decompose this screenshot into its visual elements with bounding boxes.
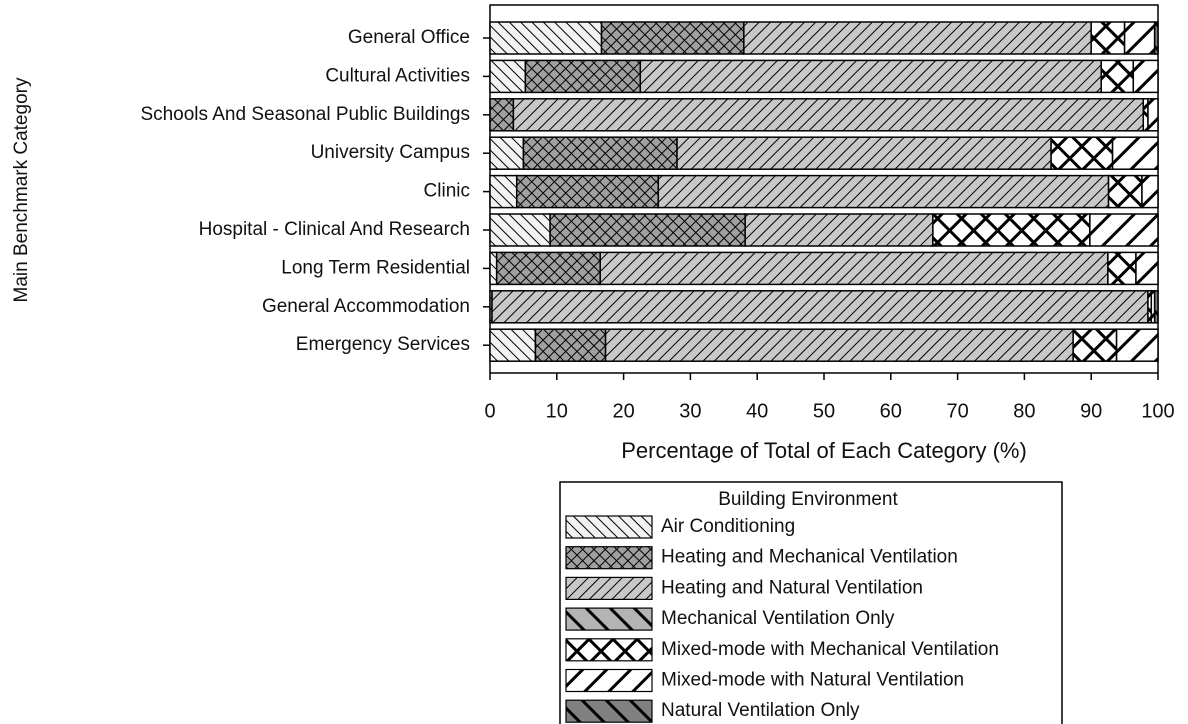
bar-segment <box>1111 136 1159 170</box>
legend-label: Heating and Natural Ventilation <box>661 577 923 598</box>
bar-segment <box>522 136 678 170</box>
legend-title: Building Environment <box>718 489 898 510</box>
bar-segment <box>1115 328 1159 362</box>
y-tick-label: Schools And Seasonal Public Buildings <box>140 104 470 125</box>
x-tick-label: 10 <box>546 400 568 422</box>
legend-swatch <box>565 515 653 539</box>
bar-segment <box>676 136 1052 170</box>
bar-segment <box>657 174 1110 209</box>
bar-segment <box>1100 59 1135 94</box>
y-tick-label: General Office <box>348 27 470 48</box>
bar-segment <box>1132 59 1159 94</box>
x-tick-label: 100 <box>1141 400 1174 422</box>
bar-segment <box>744 213 934 247</box>
x-tick-label: 30 <box>679 400 701 422</box>
legend-swatch <box>565 576 653 601</box>
legend-label: Natural Ventilation Only <box>661 700 860 721</box>
bar-segment <box>1089 213 1159 247</box>
bar-segment <box>489 98 515 132</box>
bar-segment <box>491 290 1149 324</box>
bar-segment <box>489 59 527 94</box>
y-tick-label: Emergency Services <box>296 334 470 355</box>
bar-segment <box>489 21 603 55</box>
bar-segment <box>495 251 601 286</box>
bar-segment <box>489 251 498 286</box>
legend-label: Air Conditioning <box>661 516 795 537</box>
bar-segment <box>512 98 1145 132</box>
bar-segment <box>489 328 537 362</box>
x-tick-label: 40 <box>746 400 768 422</box>
legend-label: Mixed-mode with Natural Ventilation <box>661 670 964 691</box>
x-tick-label: 70 <box>946 400 968 422</box>
y-tick-label: Clinic <box>424 181 470 202</box>
x-tick-label: 0 <box>484 400 495 422</box>
legend-swatch <box>565 699 653 723</box>
y-tick-label: Long Term Residential <box>281 257 470 278</box>
x-axis-label: Percentage of Total of Each Category (%) <box>621 438 1027 463</box>
bar-segment <box>1153 290 1159 324</box>
x-tick-label: 90 <box>1080 400 1102 422</box>
bar-segment <box>489 174 518 209</box>
y-tick-label: Cultural Activities <box>325 65 470 86</box>
x-tick-label: 60 <box>880 400 902 422</box>
legend-swatch <box>565 668 653 693</box>
bar-segment <box>1135 251 1159 286</box>
legend-swatch <box>565 546 653 570</box>
bar-segment <box>1107 174 1143 209</box>
bar-segment <box>1090 21 1126 55</box>
bar-segment <box>1153 21 1159 55</box>
bar-segment <box>524 59 642 94</box>
bar-segment <box>1107 251 1137 286</box>
bar-segment <box>534 328 607 362</box>
bar-segment <box>489 136 525 170</box>
y-axis-label: Main Benchmark Category <box>11 77 32 302</box>
y-tick-label: Hospital - Clinical And Research <box>199 219 470 240</box>
bar-segment <box>1072 328 1118 362</box>
legend-label: Mixed-mode with Mechanical Ventilation <box>661 639 999 660</box>
y-tick-label: General Accommodation <box>262 296 470 317</box>
x-tick-label: 80 <box>1013 400 1035 422</box>
legend-swatch <box>565 638 653 662</box>
bar-segment <box>1123 21 1156 55</box>
bar-segment <box>1147 98 1159 132</box>
bar-segment <box>515 174 660 209</box>
bar-segment <box>743 21 1092 55</box>
bar-segment <box>489 213 551 247</box>
y-tick-label: University Campus <box>311 142 470 163</box>
legend-swatch <box>565 607 653 631</box>
legend-label: Heating and Mechanical Ventilation <box>661 547 958 568</box>
bar-segment <box>549 213 746 247</box>
x-tick-label: 50 <box>813 400 835 422</box>
bar-segment <box>600 21 745 55</box>
x-tick-label: 20 <box>612 400 634 422</box>
bar-segment <box>932 213 1091 247</box>
bar-segment <box>599 251 1109 286</box>
bar-segment <box>1050 136 1114 170</box>
bar-segment <box>1141 174 1159 209</box>
bar-segment <box>604 328 1074 362</box>
legend-label: Mechanical Ventilation Only <box>661 608 895 629</box>
bar-segment <box>639 59 1102 94</box>
